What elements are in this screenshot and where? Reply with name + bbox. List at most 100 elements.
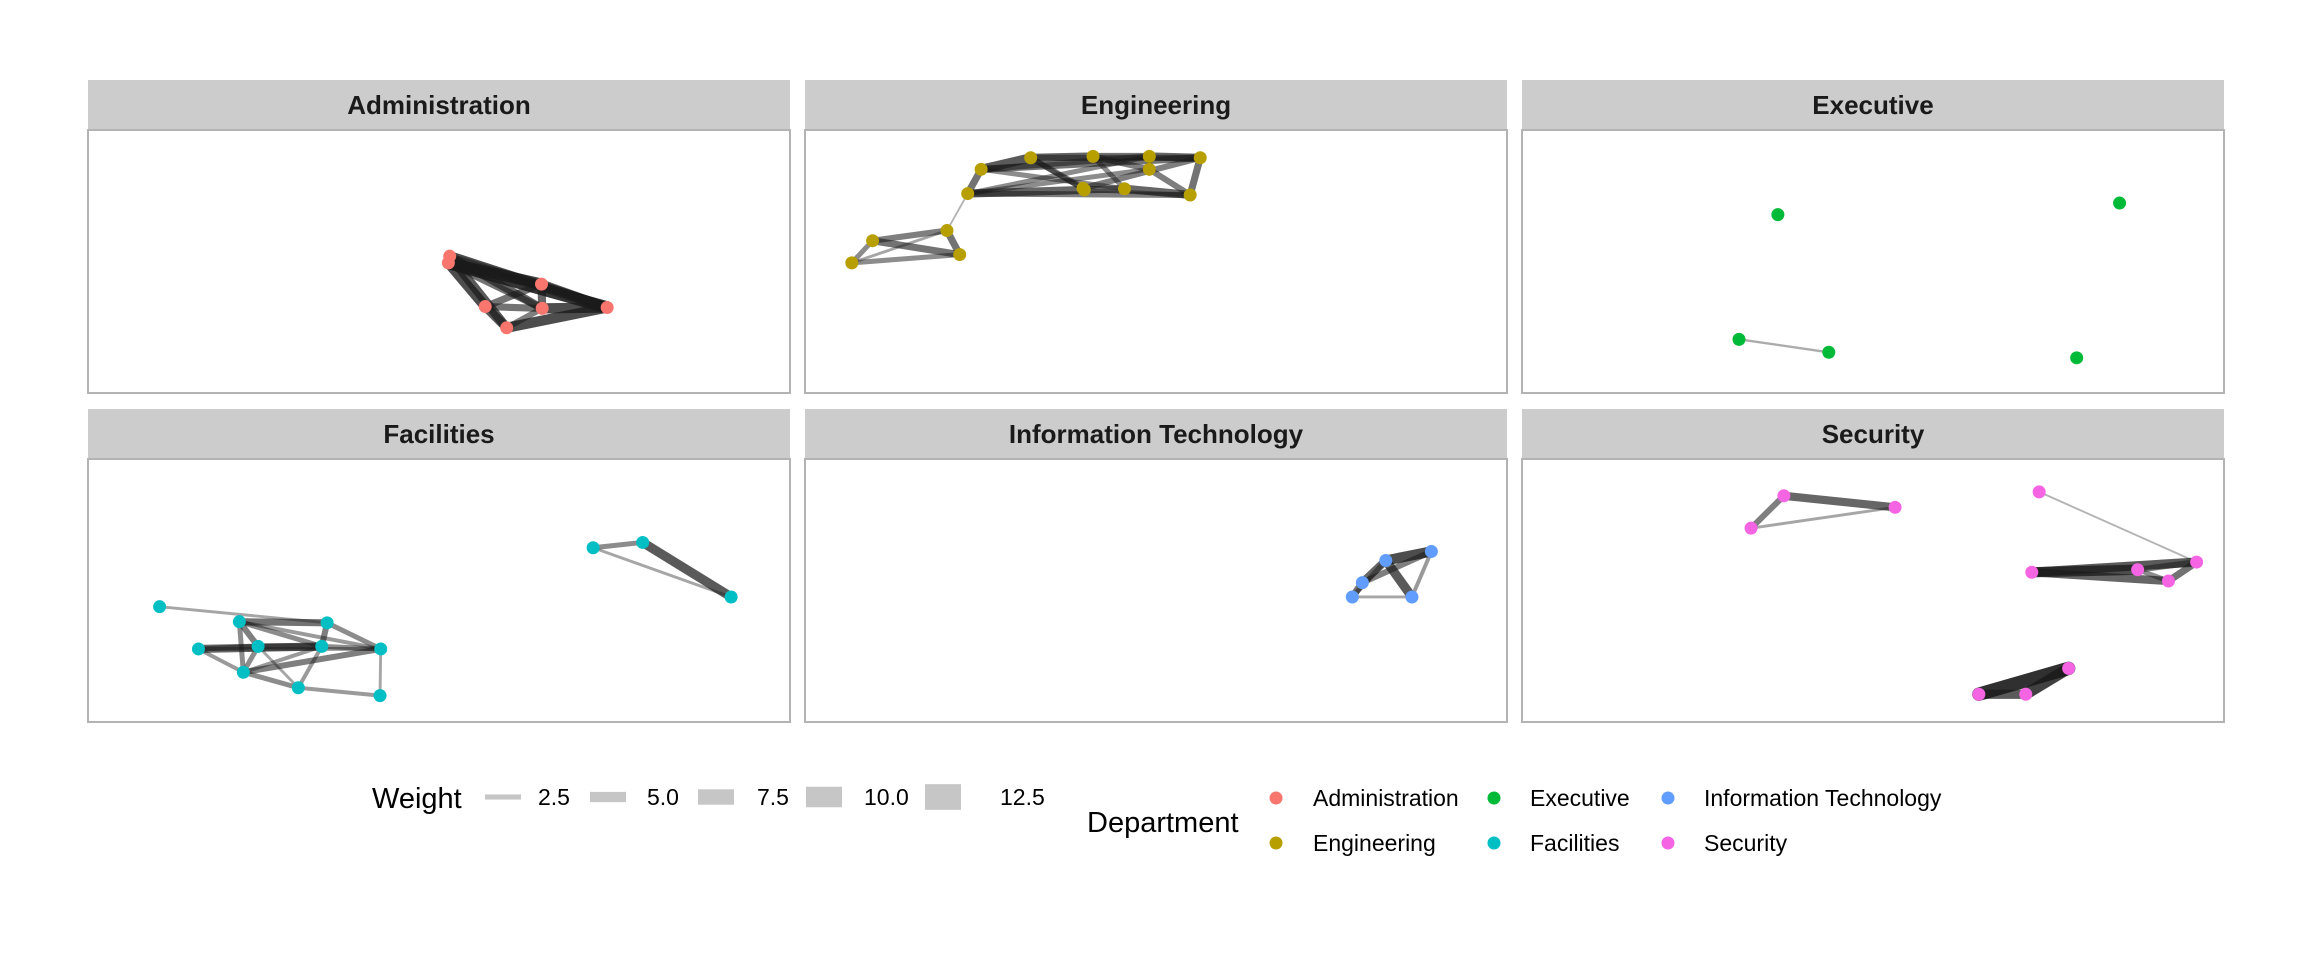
network-node (961, 187, 975, 201)
facet-engineering: Engineering (804, 80, 1508, 394)
network-node (724, 590, 738, 604)
network-node (1142, 162, 1156, 176)
network-node (1888, 500, 1902, 514)
network-edge (240, 669, 301, 691)
network-edge (501, 302, 613, 333)
facet-title-facilities: Facilities (383, 419, 494, 449)
weight-legend-label: 10.0 (864, 784, 909, 810)
network-edge (296, 644, 324, 690)
network-node (535, 301, 549, 315)
network-edge (2038, 490, 2198, 564)
network-node (1379, 553, 1393, 567)
network-node (2032, 485, 2046, 499)
network-node (2070, 351, 2084, 365)
weight-legend: Weight 2.5 5.0 7.5 10.0 12.5 (372, 783, 1045, 815)
network-edge (946, 192, 969, 232)
network-edge (963, 185, 1089, 198)
network-node (1142, 149, 1156, 163)
network-node (1424, 544, 1438, 558)
nodes-administration (441, 249, 614, 335)
network-node (1771, 208, 1785, 222)
network-edge (1972, 661, 2076, 701)
network-edge (1120, 184, 1195, 200)
weight-legend-key (590, 791, 626, 803)
network-edge (976, 153, 1036, 174)
network-node (1183, 188, 1197, 202)
weight-legend-label: 7.5 (757, 784, 789, 810)
network-node (940, 224, 954, 238)
facet-strip-security (1522, 409, 2224, 459)
network-node (291, 681, 305, 695)
network-node (374, 642, 388, 656)
network-edge (1737, 338, 1830, 354)
department-legend-dot (1487, 791, 1501, 805)
network-node (974, 162, 988, 176)
network-edge (442, 256, 614, 314)
network-node (1822, 345, 1836, 359)
network-node (232, 615, 246, 629)
weight-legend-label: 5.0 (647, 784, 679, 810)
network-node (1077, 183, 1091, 197)
network-node (1193, 151, 1207, 165)
network-node (191, 642, 205, 656)
network-edge (869, 237, 964, 259)
nodes-engineering (845, 149, 1207, 270)
network-edge (1381, 555, 1417, 602)
network-edge (1749, 505, 1897, 530)
network-edge (236, 619, 325, 649)
network-node (636, 535, 650, 549)
network-node (2025, 565, 2039, 579)
facet-panel-administration (87, 129, 791, 394)
facet-title-engineering: Engineering (1081, 90, 1231, 120)
facet-facilities: Facilities (87, 409, 791, 723)
department-legend-label: Information Technology (1704, 785, 1942, 811)
network-node (251, 639, 265, 653)
network-node (866, 234, 880, 248)
department-legend-label: Security (1704, 830, 1788, 856)
network-node (1744, 521, 1758, 535)
department-legend: Department Administration Engineering Execu… (1087, 785, 1942, 856)
network-node (953, 248, 967, 262)
network-node (315, 639, 329, 653)
facet-title-security: Security (1822, 419, 1925, 449)
facet-information-technology: Information Technology (804, 409, 1508, 723)
weight-legend-key (698, 789, 734, 805)
network-edge (590, 539, 646, 551)
facet-strip-information-technology (805, 409, 1507, 459)
network-node (153, 600, 167, 614)
facet-administration: Administration (87, 80, 791, 394)
weight-legend-label: 12.5 (1000, 784, 1045, 810)
network-node (535, 277, 549, 291)
network-edge (324, 620, 384, 652)
facet-panel-information-technology (804, 458, 1508, 723)
network-edge (1079, 154, 1204, 192)
network-edge (849, 252, 963, 266)
network-edge (235, 618, 331, 627)
network-edge (591, 546, 733, 599)
department-legend-dot (1269, 791, 1283, 805)
network-node (443, 249, 457, 263)
facet-title-information-technology: Information Technology (1009, 419, 1304, 449)
network-edge (1080, 185, 1129, 194)
network-node (845, 256, 859, 270)
network-node (1732, 332, 1746, 346)
network-node (1405, 590, 1419, 604)
network-node (1118, 182, 1132, 196)
network-edge (1380, 546, 1437, 566)
network-node (2062, 661, 2076, 675)
network-node (2131, 563, 2145, 577)
weight-legend-key (485, 794, 521, 800)
network-edge (1026, 152, 1098, 162)
department-legend-dot (1487, 836, 1501, 850)
network-edge (1145, 152, 1205, 162)
facet-executive: Executive (1521, 80, 2225, 394)
department-legend-label: Facilities (1530, 830, 1619, 856)
facet-strip-executive (1522, 80, 2224, 130)
network-node (2019, 687, 2033, 701)
facet-strip-facilities (88, 409, 790, 459)
facet-strip-engineering (805, 80, 1507, 130)
network-node (2161, 574, 2175, 588)
nodes-information-technology (1345, 544, 1438, 604)
department-legend-dot (1661, 836, 1675, 850)
